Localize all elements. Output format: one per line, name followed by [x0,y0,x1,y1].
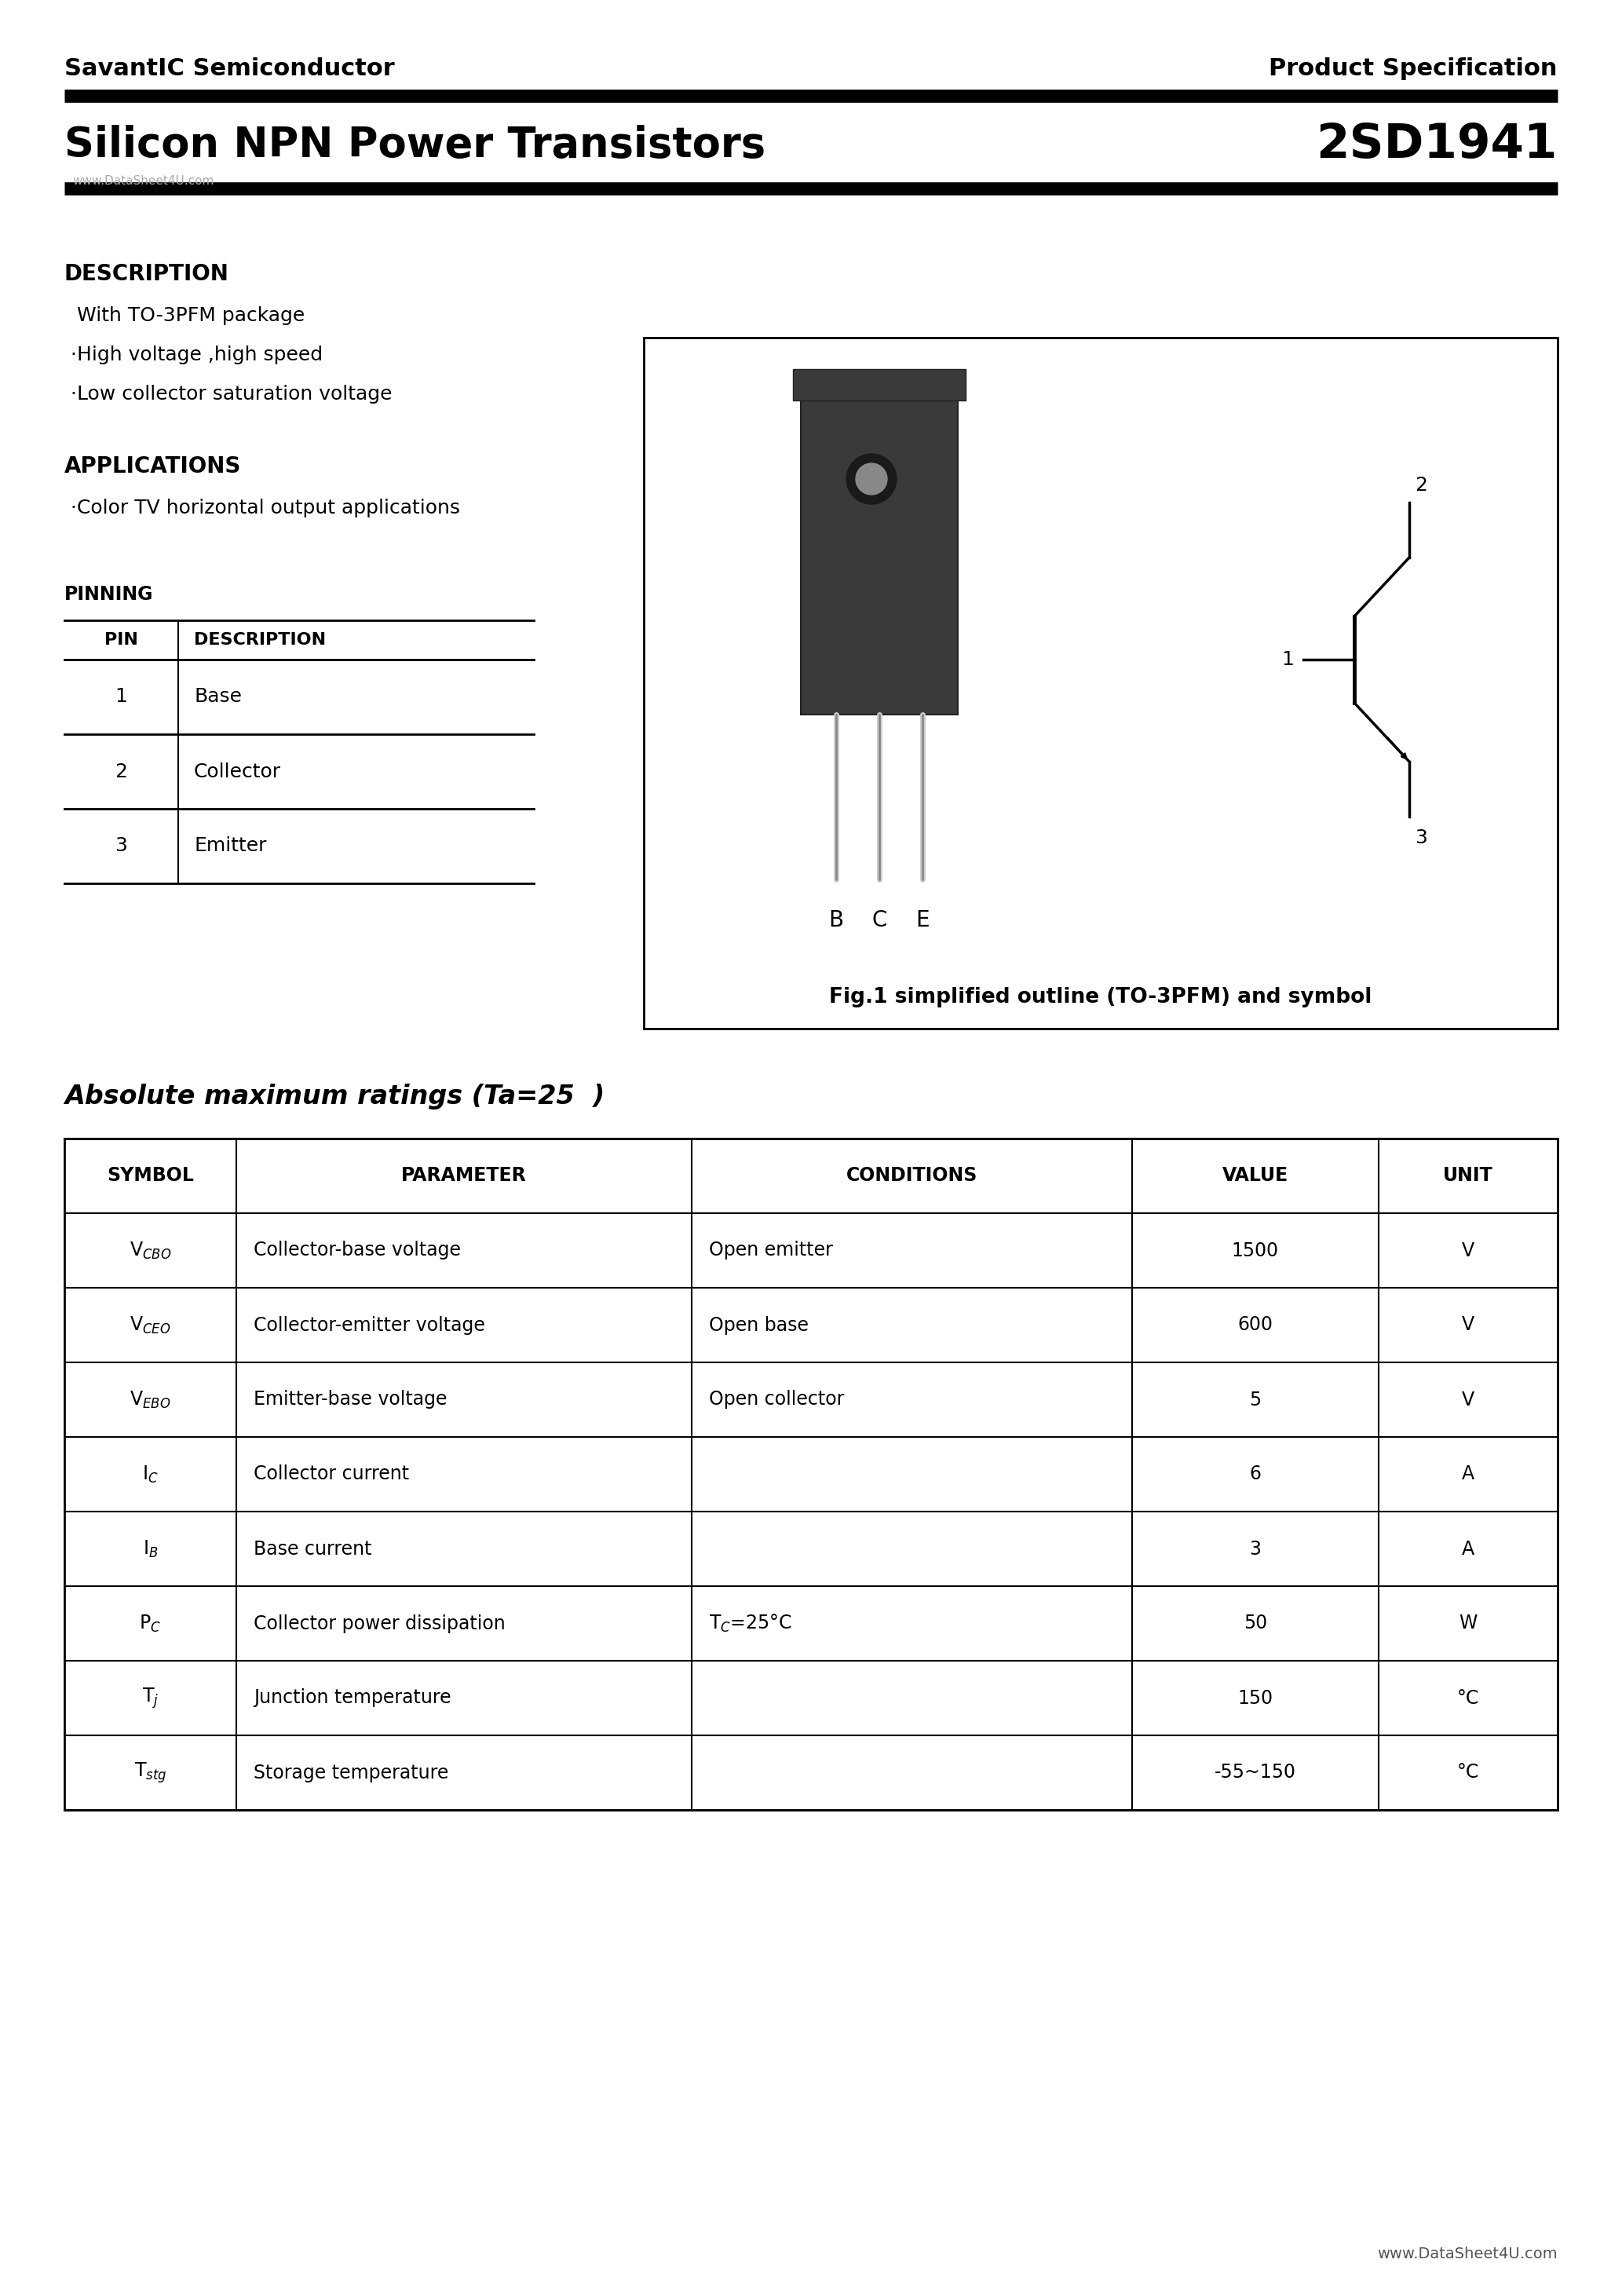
Text: Open collector: Open collector [709,1391,843,1410]
Text: Collector power dissipation: Collector power dissipation [253,1614,504,1632]
Text: V: V [1461,1242,1474,1261]
Text: VALUE: VALUE [1221,1166,1288,1185]
Text: Emitter: Emitter [195,836,266,856]
Text: T$_{C}$=25°C: T$_{C}$=25°C [709,1612,792,1635]
Text: 150: 150 [1238,1688,1273,1708]
Text: Silicon NPN Power Transistors: Silicon NPN Power Transistors [65,124,766,165]
Text: 3: 3 [115,836,128,856]
Text: V: V [1461,1316,1474,1334]
Text: APPLICATIONS: APPLICATIONS [65,455,242,478]
Text: Product Specification: Product Specification [1268,57,1557,80]
Text: www.DataSheet4U.com: www.DataSheet4U.com [73,174,214,186]
Text: Base current: Base current [253,1538,371,1559]
Text: B: B [829,909,843,932]
Text: 50: 50 [1244,1614,1267,1632]
Bar [65,1139,1557,1809]
Bar [644,338,1557,1029]
Text: A: A [1461,1465,1474,1483]
Text: A: A [1461,1538,1474,1559]
Text: 2: 2 [1414,475,1427,494]
Text: ·Low collector saturation voltage: ·Low collector saturation voltage [71,386,393,404]
Text: I$_{B}$: I$_{B}$ [143,1538,157,1559]
Text: With TO-3PFM package: With TO-3PFM package [71,305,305,326]
Text: T$_{stg}$: T$_{stg}$ [135,1761,167,1784]
Text: 1500: 1500 [1231,1242,1278,1261]
Text: W: W [1458,1614,1478,1632]
Text: T$_{j}$: T$_{j}$ [141,1685,159,1711]
Text: CONDITIONS: CONDITIONS [847,1166,978,1185]
Text: Absolute maximum ratings (Ta=25  ): Absolute maximum ratings (Ta=25 ) [65,1084,605,1109]
Text: °C: °C [1457,1688,1479,1708]
Text: -55~150: -55~150 [1215,1763,1296,1782]
Text: DESCRIPTION: DESCRIPTION [65,264,229,285]
Text: 3: 3 [1414,829,1427,847]
Text: PINNING: PINNING [65,585,154,604]
Text: E: E [915,909,929,932]
Text: I$_{C}$: I$_{C}$ [143,1465,159,1486]
Text: www.DataSheet4U.com: www.DataSheet4U.com [1377,2245,1557,2262]
Text: 2SD1941: 2SD1941 [1315,122,1557,168]
Text: ·High voltage ,high speed: ·High voltage ,high speed [71,344,323,365]
Text: V: V [1461,1391,1474,1410]
Text: Open emitter: Open emitter [709,1242,832,1261]
Text: Open base: Open base [709,1316,808,1334]
Text: 1: 1 [115,687,128,707]
Text: 2: 2 [115,762,128,781]
Text: 600: 600 [1238,1316,1273,1334]
Text: Junction temperature: Junction temperature [253,1688,451,1708]
Text: Fig.1 simplified outline (TO-3PFM) and symbol: Fig.1 simplified outline (TO-3PFM) and s… [829,987,1372,1008]
Text: PIN: PIN [104,631,138,647]
Text: V$_{CBO}$: V$_{CBO}$ [130,1240,172,1261]
Text: C: C [871,909,887,932]
Text: Emitter-base voltage: Emitter-base voltage [253,1391,448,1410]
Text: Base: Base [195,687,242,707]
Bar [801,400,959,714]
Bar [793,370,965,400]
Text: UNIT: UNIT [1444,1166,1494,1185]
Text: SavantIC Semiconductor: SavantIC Semiconductor [65,57,394,80]
Text: V$_{EBO}$: V$_{EBO}$ [130,1389,170,1410]
Text: Collector: Collector [195,762,281,781]
Text: PARAMETER: PARAMETER [401,1166,527,1185]
Text: Storage temperature: Storage temperature [253,1763,448,1782]
Text: ·Color TV horizontal output applications: ·Color TV horizontal output applications [71,498,461,517]
Text: Collector-emitter voltage: Collector-emitter voltage [253,1316,485,1334]
Text: P$_{C}$: P$_{C}$ [139,1614,161,1635]
Text: 5: 5 [1249,1391,1262,1410]
Text: DESCRIPTION: DESCRIPTION [195,631,326,647]
Circle shape [847,455,897,505]
Text: 6: 6 [1249,1465,1262,1483]
Text: 1: 1 [1281,650,1294,668]
Text: °C: °C [1457,1763,1479,1782]
Circle shape [856,464,887,494]
Text: V$_{CEO}$: V$_{CEO}$ [130,1316,170,1336]
Text: Collector-base voltage: Collector-base voltage [253,1242,461,1261]
Text: 3: 3 [1249,1538,1262,1559]
Text: Collector current: Collector current [253,1465,409,1483]
Text: SYMBOL: SYMBOL [107,1166,193,1185]
